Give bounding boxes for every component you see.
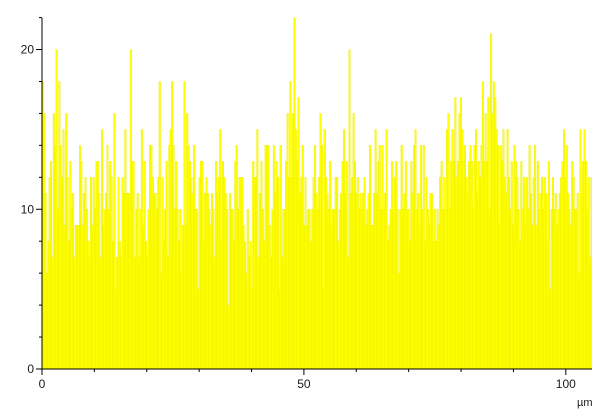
x-tick-label: 0 xyxy=(39,377,46,391)
x-axis-ticks: 0 50 100 xyxy=(39,369,576,391)
x-tick-label: 100 xyxy=(556,377,576,391)
chart-axes xyxy=(41,18,592,370)
y-tick-label: 0 xyxy=(27,362,34,376)
y-tick-label: 10 xyxy=(21,202,35,216)
y-axis-ticks: 0 10 20 xyxy=(21,17,42,376)
y-tick-label: 20 xyxy=(21,43,35,57)
x-tick-label: 50 xyxy=(297,377,311,391)
x-axis-unit-label: µm xyxy=(577,397,592,409)
